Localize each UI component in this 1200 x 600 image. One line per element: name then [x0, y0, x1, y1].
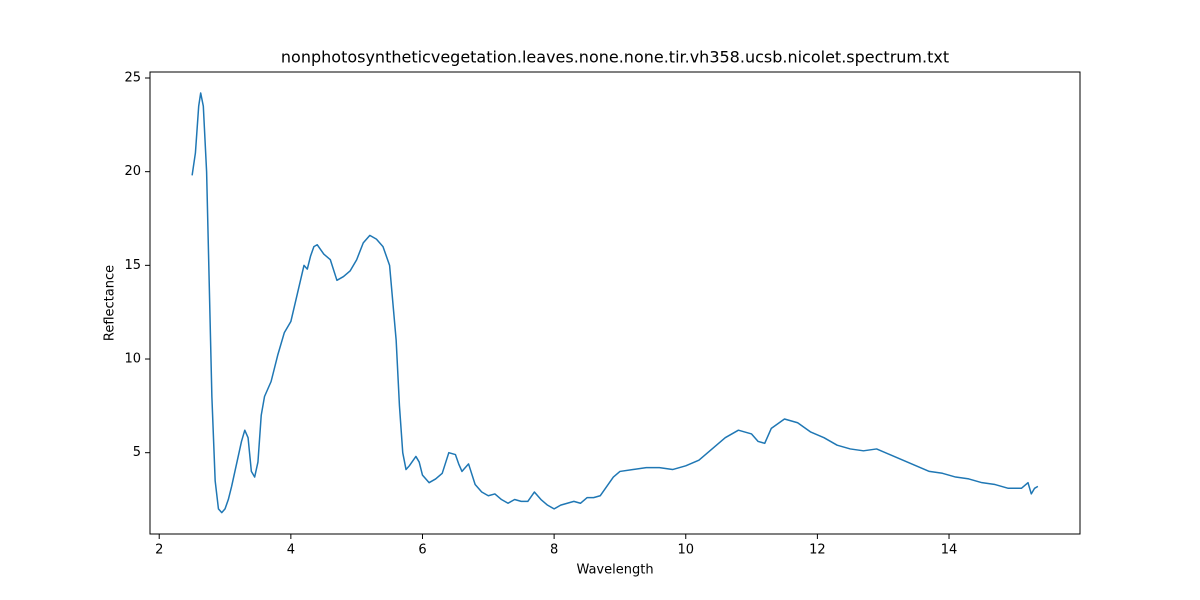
y-tick-label: 15 — [124, 258, 141, 273]
x-tick-label: 2 — [155, 543, 163, 558]
x-tick-label: 12 — [809, 543, 826, 558]
plot-frame — [149, 71, 1081, 535]
x-tick-label: 8 — [550, 543, 558, 558]
y-tick-label: 5 — [133, 445, 141, 460]
data-line — [191, 92, 1039, 514]
chart-title: nonphotosyntheticvegetation.leaves.none.… — [281, 48, 949, 67]
y-tick-label: 25 — [124, 70, 141, 85]
x-tick-label: 4 — [287, 543, 295, 558]
x-axis-label: Wavelength — [576, 563, 653, 578]
x-tick-label: 6 — [418, 543, 426, 558]
y-axis-label: Reflectance — [103, 265, 118, 341]
y-tick-label: 10 — [124, 352, 141, 367]
x-tick-label: 14 — [941, 543, 958, 558]
y-tick-label: 20 — [124, 164, 141, 179]
x-tick-label: 10 — [677, 543, 694, 558]
